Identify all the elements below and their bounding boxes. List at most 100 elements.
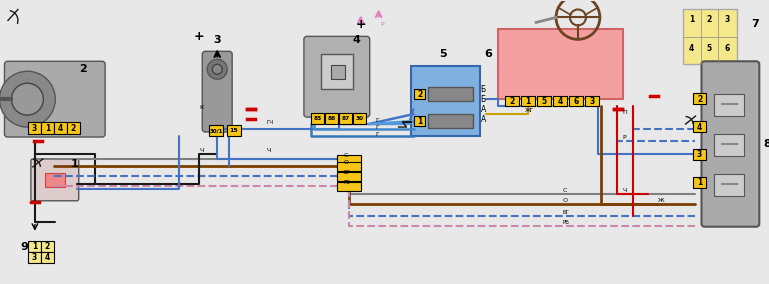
Text: О: О — [344, 160, 349, 165]
Text: Г: Г — [376, 125, 379, 130]
Text: 1: 1 — [71, 159, 78, 169]
Text: Р: Р — [623, 135, 627, 140]
Bar — [337, 162, 361, 171]
Text: 2: 2 — [71, 124, 76, 133]
Text: 3: 3 — [32, 124, 37, 133]
Text: Б: Б — [481, 95, 486, 104]
Text: Ж: Ж — [657, 198, 664, 203]
Text: 1: 1 — [417, 116, 422, 126]
Text: 3: 3 — [697, 151, 702, 159]
Text: 4: 4 — [58, 124, 63, 133]
Bar — [693, 121, 707, 132]
Text: +: + — [194, 30, 205, 43]
Text: 4: 4 — [697, 123, 702, 131]
Text: 4: 4 — [45, 252, 50, 262]
Text: 3: 3 — [725, 15, 730, 24]
FancyBboxPatch shape — [701, 61, 759, 227]
Bar — [337, 155, 361, 164]
Circle shape — [208, 59, 227, 79]
Bar — [67, 122, 80, 134]
Circle shape — [0, 71, 55, 127]
Text: Г: Г — [376, 118, 379, 123]
Text: 5: 5 — [707, 44, 712, 53]
Bar — [353, 113, 366, 124]
Text: 15: 15 — [230, 128, 238, 133]
Text: 6: 6 — [725, 44, 730, 53]
Text: БГ: БГ — [344, 170, 351, 175]
Bar — [339, 171, 358, 181]
Bar — [521, 96, 535, 106]
Text: 85: 85 — [313, 116, 321, 121]
Text: БГ: БГ — [563, 210, 570, 215]
Text: 1: 1 — [689, 15, 694, 24]
FancyBboxPatch shape — [5, 61, 105, 137]
Text: 3: 3 — [32, 252, 37, 262]
Text: 30: 30 — [355, 116, 363, 121]
Text: 5: 5 — [440, 49, 448, 59]
Text: +: + — [355, 18, 366, 31]
Text: 87: 87 — [341, 116, 349, 121]
Bar — [569, 96, 583, 106]
Text: С: С — [344, 153, 348, 158]
Text: Ч: Ч — [623, 188, 627, 193]
Text: А: А — [481, 114, 486, 124]
Text: 6: 6 — [484, 49, 492, 59]
Text: 4: 4 — [558, 97, 563, 106]
Text: 4: 4 — [353, 36, 361, 45]
Bar — [325, 113, 338, 124]
Bar — [28, 122, 41, 134]
Text: 6: 6 — [574, 97, 578, 106]
Text: 5: 5 — [541, 97, 547, 106]
Text: 7: 7 — [751, 19, 759, 30]
Text: 2: 2 — [417, 90, 422, 99]
Text: 4: 4 — [689, 44, 694, 53]
Bar — [683, 9, 737, 64]
Text: 1: 1 — [697, 178, 702, 187]
Text: РБ: РБ — [344, 180, 351, 185]
Text: Ч: Ч — [199, 148, 204, 153]
Bar — [339, 113, 351, 124]
Text: С: С — [563, 188, 568, 193]
Text: 1: 1 — [32, 242, 37, 251]
Bar — [227, 125, 241, 136]
Bar — [41, 122, 54, 134]
Bar — [693, 93, 707, 104]
Text: 3: 3 — [214, 36, 221, 45]
Bar — [693, 177, 707, 188]
Bar — [41, 252, 54, 263]
Text: Г: Г — [376, 132, 379, 137]
Bar — [54, 122, 67, 134]
Text: П: П — [623, 110, 628, 115]
Text: 2: 2 — [697, 95, 702, 104]
Text: 1: 1 — [525, 97, 531, 106]
Bar — [28, 252, 41, 263]
Text: РБ: РБ — [563, 220, 570, 225]
Bar — [337, 182, 361, 191]
Text: О: О — [563, 198, 568, 203]
Bar — [28, 241, 41, 252]
Bar — [693, 149, 707, 160]
Bar — [414, 89, 425, 99]
Bar — [337, 172, 361, 181]
Bar — [553, 96, 567, 106]
Text: Ч: Ч — [266, 148, 271, 153]
Text: Р: Р — [381, 22, 384, 28]
Text: 2: 2 — [707, 15, 712, 24]
Text: А: А — [481, 105, 486, 114]
Bar — [41, 241, 54, 252]
Bar — [714, 134, 744, 156]
Text: 1: 1 — [45, 124, 50, 133]
FancyBboxPatch shape — [202, 51, 232, 132]
Bar — [411, 66, 481, 136]
FancyBboxPatch shape — [31, 159, 78, 201]
Text: 30/1: 30/1 — [209, 128, 223, 133]
Bar — [537, 96, 551, 106]
Bar — [505, 96, 519, 106]
Bar — [714, 174, 744, 196]
Bar — [321, 54, 353, 89]
Bar — [498, 30, 623, 99]
Bar — [428, 87, 473, 101]
Circle shape — [12, 83, 43, 115]
Text: Б: Б — [481, 85, 486, 94]
Bar — [428, 114, 473, 128]
